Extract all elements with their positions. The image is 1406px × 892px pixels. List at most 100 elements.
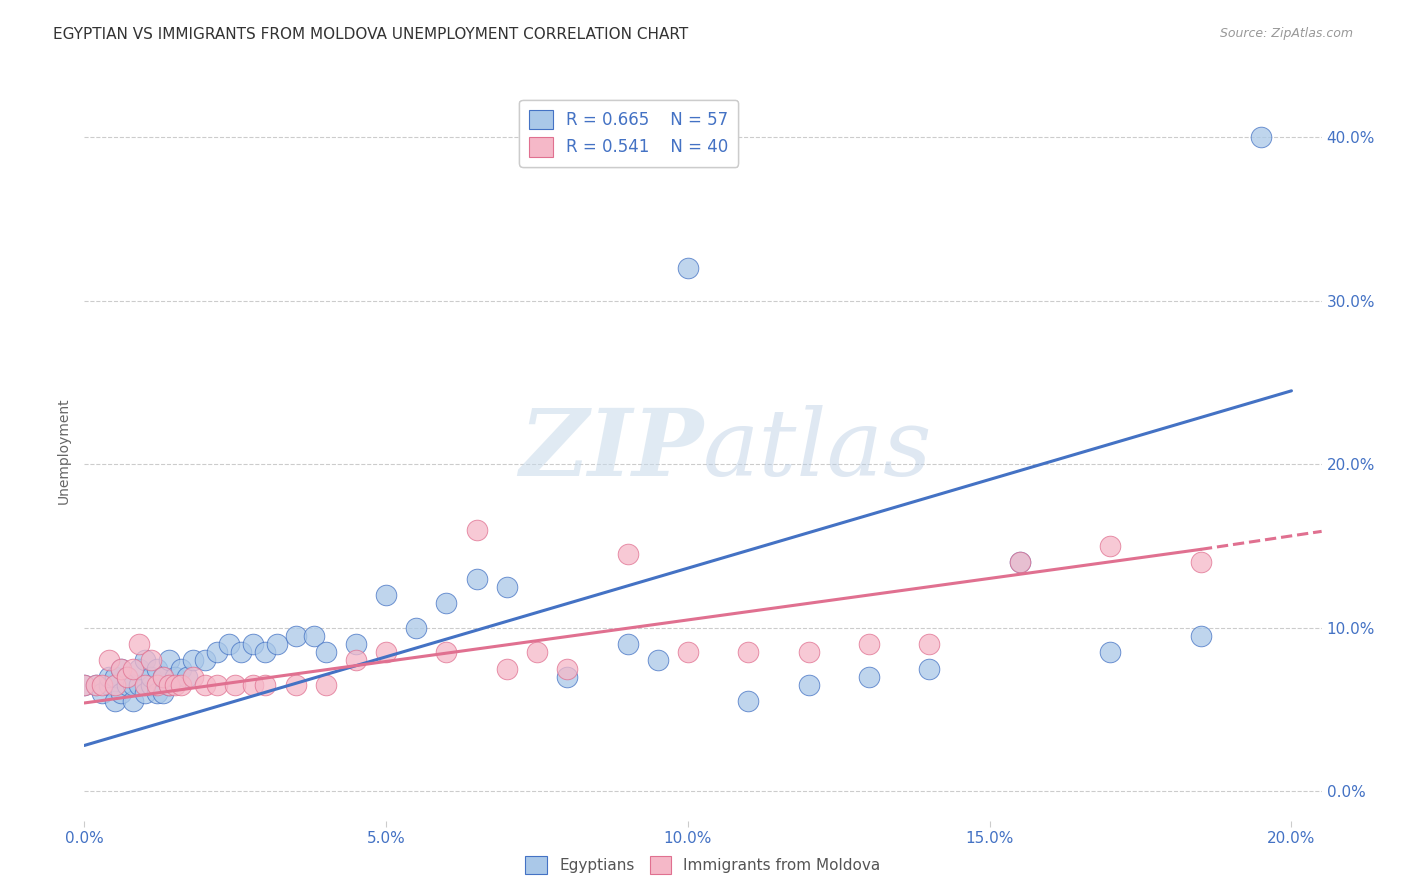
Point <box>176 670 198 684</box>
Point <box>139 653 162 667</box>
Point <box>170 662 193 676</box>
Point <box>128 662 150 676</box>
Point <box>218 637 240 651</box>
Point <box>242 637 264 651</box>
Point <box>181 653 204 667</box>
Point <box>194 653 217 667</box>
Point <box>146 678 169 692</box>
Point <box>495 580 517 594</box>
Point <box>1099 539 1122 553</box>
Point <box>194 678 217 692</box>
Point <box>405 621 427 635</box>
Point <box>918 662 941 676</box>
Point <box>737 645 759 659</box>
Point <box>797 678 820 692</box>
Text: atlas: atlas <box>703 406 932 495</box>
Point <box>436 645 458 659</box>
Point <box>1008 556 1031 570</box>
Point <box>128 678 150 692</box>
Point <box>375 588 398 602</box>
Point <box>555 670 578 684</box>
Point <box>110 662 132 676</box>
Point <box>266 637 288 651</box>
Point <box>242 678 264 692</box>
Point <box>152 670 174 684</box>
Point <box>73 678 96 692</box>
Point <box>134 653 156 667</box>
Point <box>91 678 114 692</box>
Point <box>97 670 120 684</box>
Point <box>1189 556 1212 570</box>
Point <box>526 645 548 659</box>
Point <box>1099 645 1122 659</box>
Point <box>205 645 228 659</box>
Point <box>152 686 174 700</box>
Point <box>115 670 138 684</box>
Point <box>103 678 125 692</box>
Point <box>73 678 96 692</box>
Text: ZIP: ZIP <box>519 406 703 495</box>
Point <box>163 670 186 684</box>
Point <box>647 653 669 667</box>
Point <box>224 678 246 692</box>
Point <box>344 653 367 667</box>
Point <box>97 678 120 692</box>
Point <box>616 637 638 651</box>
Point <box>284 629 307 643</box>
Point <box>315 678 337 692</box>
Point <box>1008 556 1031 570</box>
Point <box>128 637 150 651</box>
Point <box>157 653 180 667</box>
Point <box>1189 629 1212 643</box>
Point <box>858 637 880 651</box>
Point <box>110 686 132 700</box>
Point <box>115 678 138 692</box>
Point <box>205 678 228 692</box>
Point <box>284 678 307 692</box>
Point <box>110 662 132 676</box>
Legend: Egyptians, Immigrants from Moldova: Egyptians, Immigrants from Moldova <box>519 850 887 880</box>
Point <box>676 645 699 659</box>
Legend: R = 0.665    N = 57, R = 0.541    N = 40: R = 0.665 N = 57, R = 0.541 N = 40 <box>519 100 738 167</box>
Point <box>152 670 174 684</box>
Point <box>146 662 169 676</box>
Point <box>495 662 517 676</box>
Point <box>858 670 880 684</box>
Point <box>315 645 337 659</box>
Point <box>436 596 458 610</box>
Point <box>797 645 820 659</box>
Point <box>103 694 125 708</box>
Point <box>139 670 162 684</box>
Point <box>146 686 169 700</box>
Point <box>231 645 253 659</box>
Point <box>1250 130 1272 145</box>
Point <box>465 572 488 586</box>
Point <box>302 629 325 643</box>
Point <box>181 670 204 684</box>
Point <box>86 678 108 692</box>
Point <box>115 670 138 684</box>
Y-axis label: Unemployment: Unemployment <box>58 397 72 504</box>
Point <box>121 678 143 692</box>
Point <box>918 637 941 651</box>
Point <box>121 694 143 708</box>
Point <box>254 645 277 659</box>
Point <box>344 637 367 651</box>
Point <box>157 678 180 692</box>
Point <box>103 670 125 684</box>
Point <box>97 653 120 667</box>
Point <box>737 694 759 708</box>
Point <box>121 662 143 676</box>
Point <box>616 547 638 561</box>
Point <box>555 662 578 676</box>
Point <box>134 686 156 700</box>
Point <box>170 678 193 692</box>
Point <box>86 678 108 692</box>
Text: EGYPTIAN VS IMMIGRANTS FROM MOLDOVA UNEMPLOYMENT CORRELATION CHART: EGYPTIAN VS IMMIGRANTS FROM MOLDOVA UNEM… <box>53 27 689 42</box>
Point <box>163 678 186 692</box>
Point <box>157 678 180 692</box>
Point <box>91 686 114 700</box>
Point <box>375 645 398 659</box>
Point <box>254 678 277 692</box>
Text: Source: ZipAtlas.com: Source: ZipAtlas.com <box>1219 27 1353 40</box>
